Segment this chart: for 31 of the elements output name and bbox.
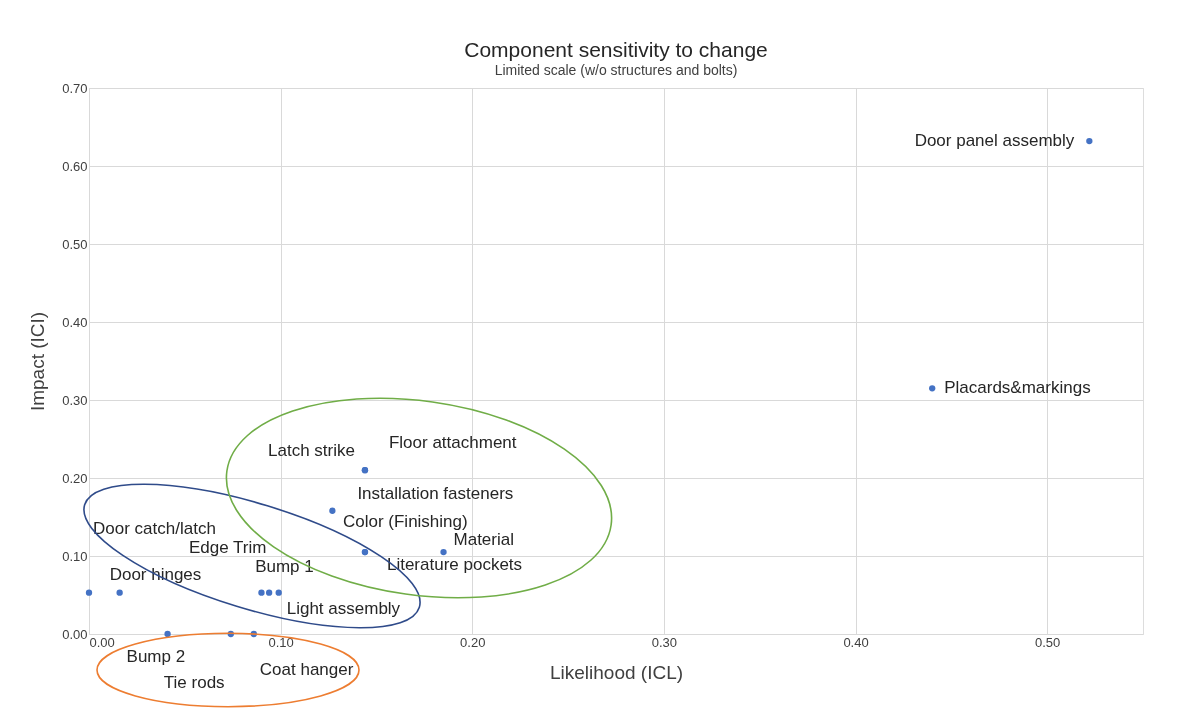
chart-title: Component sensitivity to change [464,38,768,61]
x-tick-label: 0.50 [1035,634,1061,650]
data-label: Latch strike [268,441,355,461]
data-label: Placards&markings [944,378,1091,398]
x-axis-title: Likelihood (ICL) [549,661,684,683]
data-label: Material [453,530,514,550]
y-tick-label: 0.30 [62,392,88,408]
data-label: Bump 2 [126,647,186,666]
x-tick-label: 0.20 [460,634,486,650]
y-tick-label: 0.70 [62,80,88,96]
data-label: Color (Finishing) [342,512,468,532]
x-tick-label: 0.30 [651,634,678,650]
data-label: Light assembly [286,598,401,618]
data-label: Door catch/latch [93,518,216,538]
data-label: Floor attachment [388,433,517,453]
x-tick-label: 0.00 [89,634,115,650]
x-tick-label: 0.10 [268,634,294,650]
data-label: Edge Trim [188,537,267,557]
y-tick-label: 0.20 [62,470,88,486]
y-tick-label: 0.40 [62,314,88,330]
chart-subtitle: Limited scale (w/o structures and bolts) [494,62,738,78]
data-label: Coat hanger [259,660,354,679]
data-label: Installation fasteners [357,483,514,503]
data-label: Tie rods [163,673,225,692]
y-tick-label: 0.50 [62,236,88,252]
x-tick-label: 0.40 [843,634,869,650]
data-label: Door panel assembly [914,131,1075,151]
y-tick-label: 0.60 [62,158,88,174]
y-axis-title: Impact (ICI) [27,311,49,412]
y-tick-label: 0.10 [62,548,88,564]
data-label: Door hinges [109,564,202,584]
